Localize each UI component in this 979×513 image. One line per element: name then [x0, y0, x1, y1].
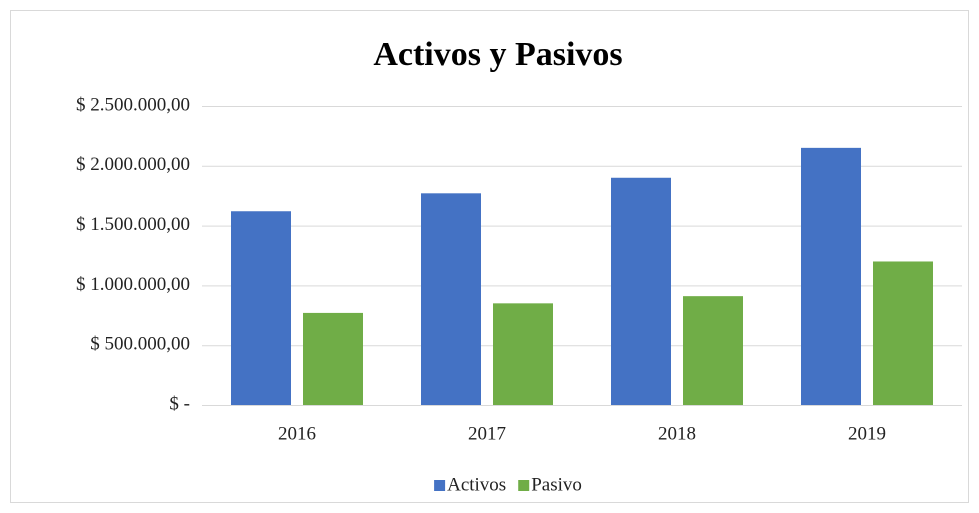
y-tick-label: $ 1.500.000,00 [76, 214, 190, 235]
bar [801, 147, 861, 406]
chart-title: Activos y Pasivos [373, 36, 622, 73]
y-tick-label: $ 1.000.000,00 [76, 274, 190, 295]
x-tick-label: 2018 [658, 423, 696, 444]
bar [303, 312, 363, 405]
bar [421, 193, 481, 405]
x-tick-label: 2016 [278, 423, 316, 444]
y-tick-label: $ - [169, 393, 190, 414]
x-tick-label: 2017 [468, 423, 506, 444]
legend-swatch [434, 480, 446, 491]
legend-label: Activos [447, 474, 506, 495]
y-tick-label: $ 2.500.000,00 [76, 94, 190, 115]
bar [493, 303, 553, 405]
y-tick-label: $ 2.000.000,00 [76, 154, 190, 175]
bar [873, 261, 933, 405]
x-tick-label: 2019 [848, 423, 886, 444]
bar [231, 211, 291, 405]
y-tick-label: $ 500.000,00 [90, 334, 190, 355]
bar [611, 177, 671, 405]
bar [683, 296, 743, 405]
legend-swatch [518, 480, 530, 491]
legend-label: Pasivo [531, 474, 582, 495]
